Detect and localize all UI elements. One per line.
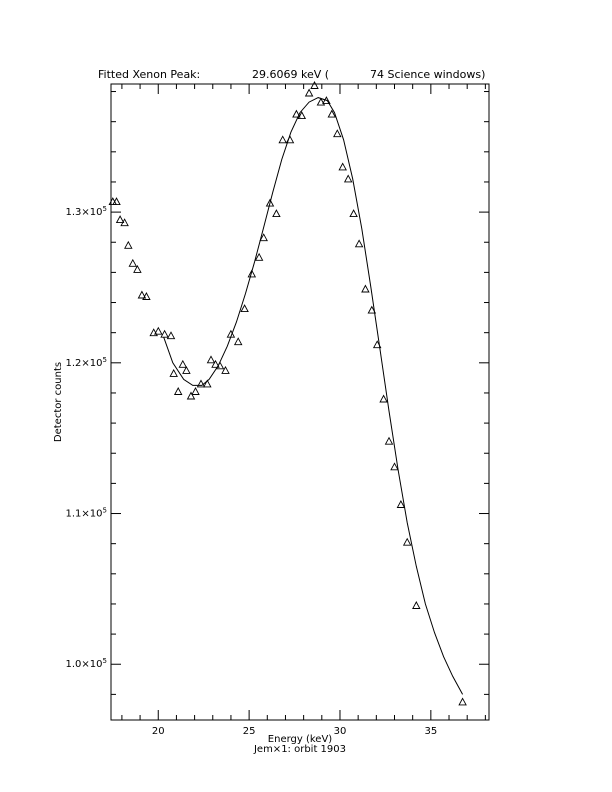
data-point	[128, 258, 138, 267]
data-point	[390, 462, 399, 471]
points-layer	[108, 81, 467, 706]
data-point	[186, 391, 196, 400]
data-point	[178, 359, 188, 368]
data-point	[322, 96, 331, 105]
data-point	[458, 697, 467, 706]
data-point	[137, 290, 147, 299]
ticks: 20 25 30 35 1.0×105 1.1×105 1.2×105 1.3×105	[66, 84, 489, 737]
data-point	[203, 379, 212, 388]
data-point	[240, 304, 249, 313]
x-tick-label: 30	[334, 726, 347, 737]
data-point	[166, 331, 176, 340]
data-point	[367, 305, 377, 314]
data-point	[310, 81, 319, 89]
chart-subtitle: Jem×1: orbit 1903	[253, 744, 346, 755]
data-point	[316, 97, 326, 106]
x-axis-label: Energy (keV)	[268, 734, 333, 745]
title-windows: 74 Science windows)	[370, 68, 485, 81]
data-point	[221, 365, 230, 374]
data-point	[327, 109, 337, 118]
data-point	[272, 209, 281, 218]
data-point	[254, 252, 264, 261]
fit-layer	[163, 97, 464, 695]
data-point	[196, 379, 206, 388]
data-point	[169, 368, 178, 377]
data-point	[226, 329, 236, 338]
data-point	[402, 537, 412, 546]
data-point	[120, 218, 129, 227]
data-point	[361, 284, 370, 293]
data-point	[215, 361, 225, 370]
title-label: Fitted Xenon Peak:	[98, 68, 200, 81]
data-point	[182, 365, 191, 374]
fit-curve	[163, 97, 464, 695]
data-point	[154, 326, 163, 335]
data-point	[278, 135, 287, 144]
data-point	[343, 174, 353, 183]
data-point	[247, 269, 257, 278]
data-point	[338, 162, 347, 171]
data-point	[379, 394, 388, 403]
plot-frame	[110, 83, 490, 721]
data-point	[292, 109, 301, 118]
x-tick-label: 35	[424, 726, 437, 737]
data-point	[333, 129, 342, 138]
data-point	[349, 209, 358, 218]
data-point	[384, 436, 394, 445]
data-point	[173, 387, 183, 395]
y-axis-label: Detector counts	[53, 362, 64, 442]
data-point	[354, 239, 364, 248]
data-point	[211, 359, 220, 368]
y-tick-label: 1.1×105	[66, 507, 107, 520]
data-point	[142, 292, 151, 300]
data-point	[285, 135, 295, 144]
data-point	[112, 197, 121, 206]
y-tick-label: 1.3×105	[66, 205, 107, 218]
data-point	[133, 264, 142, 273]
data-point	[115, 215, 125, 224]
data-point	[206, 355, 216, 364]
x-tick-label: 25	[243, 726, 256, 737]
data-point	[372, 340, 382, 349]
y-tick-label: 1.0×105	[66, 657, 107, 670]
y-tick-label: 1.2×105	[66, 356, 107, 369]
x-tick-label: 20	[152, 726, 165, 737]
data-point	[124, 240, 133, 249]
data-point	[265, 198, 275, 207]
title-value: 29.6069 keV (	[252, 68, 329, 81]
data-point	[259, 233, 268, 242]
data-point	[396, 500, 406, 508]
data-point	[191, 387, 200, 395]
data-point	[297, 111, 307, 120]
data-point	[233, 337, 243, 346]
data-point	[412, 601, 421, 609]
data-point	[160, 329, 169, 338]
data-point	[304, 88, 314, 97]
